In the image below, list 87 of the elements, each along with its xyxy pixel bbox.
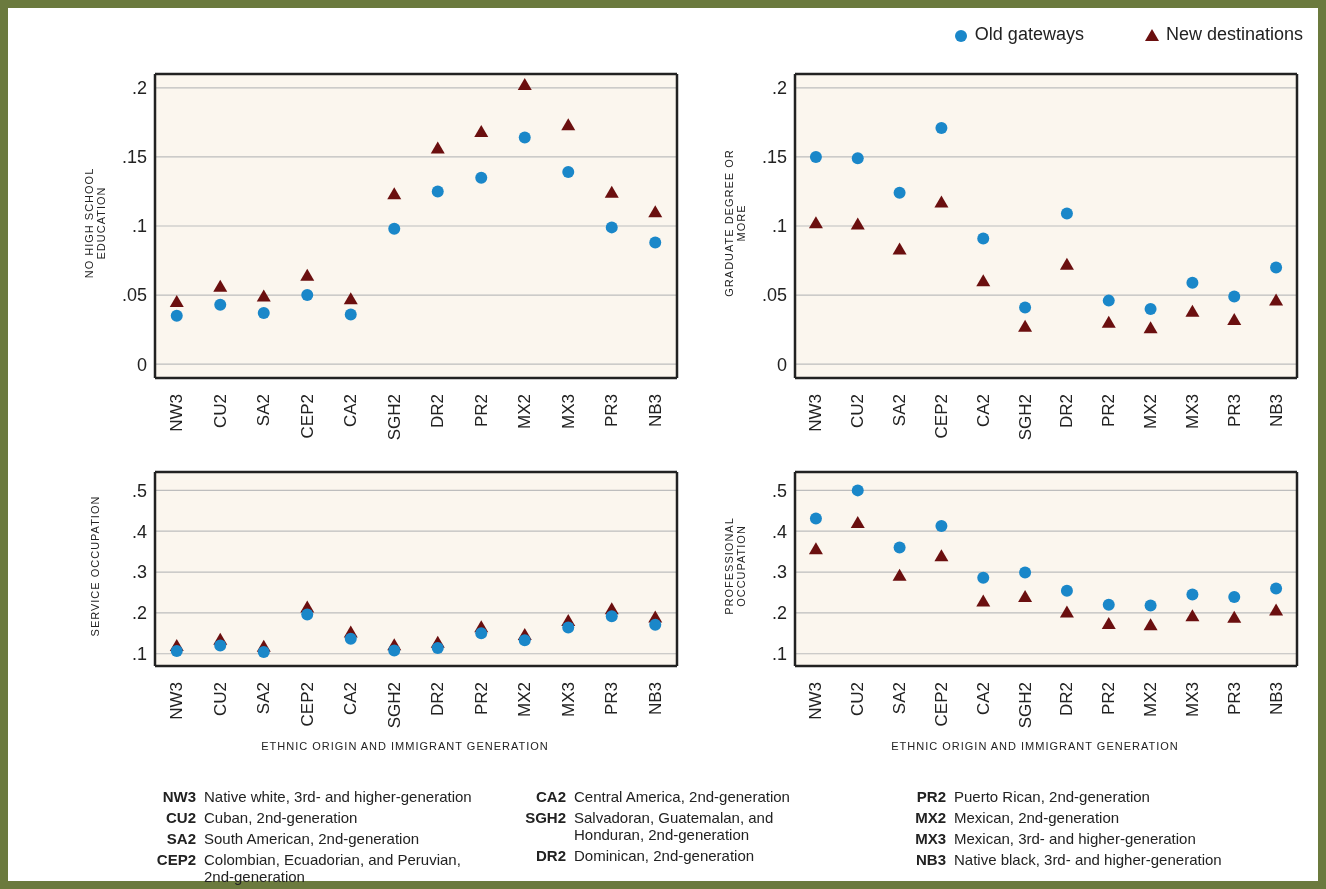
y-tick-label: .4 <box>131 521 147 542</box>
x-tick-label: CA2 <box>973 394 993 428</box>
x-tick-label: NW3 <box>806 394 826 432</box>
y-tick-label: .05 <box>121 285 147 306</box>
text: NB3 Native black, 3rd- and higher-generation <box>915 851 1223 868</box>
text: CEP2 Colombian, Ecuadorian, and Peruvian, 2nd-generation <box>155 851 462 885</box>
text: MX3 Mexican, 3rd- and higher-generation <box>914 830 1197 847</box>
x-tick-label: CEP2 <box>297 394 317 439</box>
text: DR2 Dominican, 2nd-generation <box>535 847 756 864</box>
x-tick-label: CEP2 <box>931 394 951 439</box>
x-tick-label: NB3 <box>645 394 665 428</box>
x-tick-label: SGH2 <box>384 394 404 441</box>
text: PR2 Puerto Rican, 2nd-generation <box>915 788 1151 805</box>
x-tick-label: NB3 <box>1266 394 1286 428</box>
x-tick-label: CEP2 <box>297 682 317 727</box>
legend-label: Old gateways <box>973 24 1084 45</box>
x-tick-label: SGH2 <box>384 682 404 729</box>
y-tick-label: .15 <box>761 147 787 168</box>
y-tick-label: .15 <box>121 147 147 168</box>
y-axis-title: SERVICE OCCUPATION <box>89 494 101 639</box>
x-tick-label: NB3 <box>645 682 665 716</box>
y-tick-label: .4 <box>771 521 787 542</box>
x-axis-title: ETHNIC ORIGIN AND IMMIGRANT GENERATION <box>260 740 550 752</box>
x-tick-label: SA2 <box>890 394 910 427</box>
y-tick-label: .2 <box>771 603 787 624</box>
y-tick-label: .2 <box>131 78 147 99</box>
text: CU2 Cuban, 2nd-generation <box>165 809 359 826</box>
y-tick-label: .5 <box>131 480 147 501</box>
x-tick-label: PR3 <box>602 394 622 428</box>
x-tick-label: SA2 <box>890 682 910 715</box>
text: CA2 Central America, 2nd-generation <box>535 788 791 805</box>
x-tick-label: PR2 <box>1099 682 1119 716</box>
x-axis-title: ETHNIC ORIGIN AND IMMIGRANT GENERATION <box>890 740 1180 752</box>
y-tick-label: 0 <box>136 354 147 375</box>
x-tick-label: MX2 <box>515 394 535 429</box>
x-tick-label: PR2 <box>471 682 491 716</box>
y-tick-label: .1 <box>771 644 787 665</box>
x-tick-label: SA2 <box>254 682 274 715</box>
x-tick-label: PR3 <box>1224 394 1244 428</box>
x-tick-label: NW3 <box>167 394 187 432</box>
y-tick-label: .3 <box>131 562 147 583</box>
x-tick-label: DR2 <box>1057 394 1077 429</box>
x-tick-label: SGH2 <box>1015 394 1035 441</box>
y-axis-title: GRADUATE DEGREE OR MORE <box>723 148 747 299</box>
x-tick-label: NW3 <box>167 682 187 720</box>
text: SA2 South American, 2nd-generation <box>165 830 421 847</box>
x-tick-label: PR3 <box>1224 682 1244 716</box>
y-tick-label: .5 <box>771 480 787 501</box>
x-tick-label: MX3 <box>558 682 578 717</box>
x-tick-label: DR2 <box>428 682 448 717</box>
y-tick-label: 0 <box>776 354 787 375</box>
legend-label: New destinations <box>1164 24 1303 45</box>
x-tick-label: CU2 <box>848 682 868 717</box>
y-axis-title: PROFESSIONAL OCCUPATION <box>723 516 747 617</box>
x-tick-label: MX3 <box>1182 394 1202 429</box>
text: NW3 Native white, 3rd- and higher-generation <box>161 788 473 805</box>
x-tick-label: CU2 <box>210 394 230 429</box>
x-tick-label: MX3 <box>1182 682 1202 717</box>
x-tick-label: MX3 <box>558 394 578 429</box>
x-tick-label: CA2 <box>973 682 993 716</box>
text: MX2 Mexican, 2nd-generation <box>914 809 1121 826</box>
y-tick-label: .05 <box>761 285 787 306</box>
x-tick-label: CA2 <box>341 682 361 716</box>
y-tick-label: .2 <box>771 78 787 99</box>
x-tick-label: PR3 <box>602 682 622 716</box>
y-tick-label: .3 <box>771 562 787 583</box>
text: SGH2 Salvadoran, Guatemalan, and Honduran, 2nd-generation <box>524 809 775 843</box>
x-tick-label: DR2 <box>428 394 448 429</box>
x-tick-label: SA2 <box>254 394 274 427</box>
y-axis-title: NO HIGH SCHOOL EDUCATION <box>83 166 107 281</box>
x-tick-label: NW3 <box>806 682 826 720</box>
x-tick-label: MX2 <box>1141 682 1161 717</box>
x-tick-label: DR2 <box>1057 682 1077 717</box>
x-tick-label: CU2 <box>210 682 230 717</box>
x-tick-label: CEP2 <box>931 682 951 727</box>
x-tick-label: MX2 <box>515 682 535 717</box>
x-tick-label: CU2 <box>848 394 868 429</box>
x-tick-label: MX2 <box>1141 394 1161 429</box>
x-tick-label: SGH2 <box>1015 682 1035 729</box>
y-tick-label: .1 <box>131 644 147 665</box>
y-tick-label: .1 <box>771 216 787 237</box>
x-tick-label: PR2 <box>1099 394 1119 428</box>
x-tick-label: CA2 <box>341 394 361 428</box>
x-tick-label: NB3 <box>1266 682 1286 716</box>
x-tick-label: PR2 <box>471 394 491 428</box>
y-tick-label: .1 <box>131 216 147 237</box>
y-tick-label: .2 <box>131 603 147 624</box>
